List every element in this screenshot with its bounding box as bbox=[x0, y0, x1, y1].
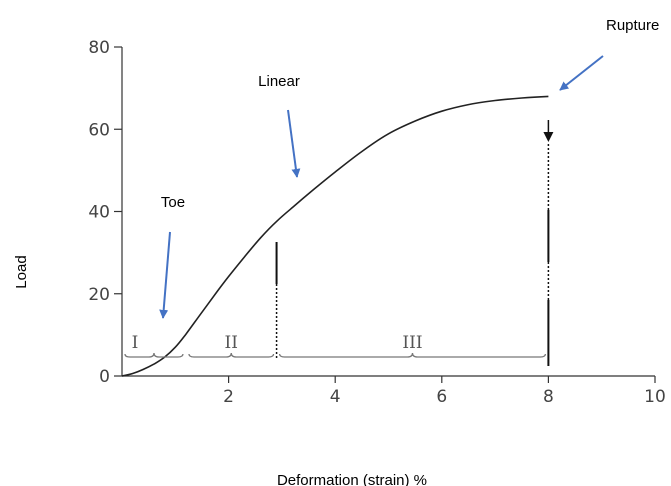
region-label: III bbox=[402, 333, 422, 353]
x-tick-label: 6 bbox=[436, 387, 447, 407]
region-brace bbox=[124, 352, 184, 358]
y-axis-label: Load bbox=[13, 255, 30, 288]
x-tick-label: 4 bbox=[330, 387, 341, 407]
annotation-toe-arrow bbox=[159, 231, 171, 319]
x-tick-label: 2 bbox=[223, 387, 234, 407]
rupture-drop-arrowhead bbox=[543, 132, 554, 142]
region-label: I bbox=[132, 333, 139, 353]
region-brace bbox=[188, 352, 275, 358]
annotation-rupture-arrow bbox=[559, 55, 604, 91]
axes bbox=[114, 46, 656, 383]
region-brace bbox=[278, 352, 547, 358]
x-tick-label: 10 bbox=[644, 387, 666, 407]
annotation-toe-label: Toe bbox=[161, 194, 185, 211]
annotation-linear-arrow bbox=[287, 109, 301, 178]
annotation-rupture-label: Rupture bbox=[606, 17, 659, 34]
load-curve bbox=[121, 95, 549, 377]
chart-texts: 0 20 40 60 80 2 4 6 8 10 Deformation (strain) % Loa… bbox=[13, 17, 666, 486]
chart-marks bbox=[121, 55, 604, 377]
y-tick-label: 0 bbox=[99, 367, 110, 387]
y-tick-label: 80 bbox=[88, 38, 110, 58]
y-tick-label: 20 bbox=[88, 285, 110, 305]
x-axis-label: Deformation (strain) % bbox=[277, 472, 427, 486]
y-tick-label: 60 bbox=[88, 120, 110, 140]
annotation-linear-label: Linear bbox=[258, 73, 300, 90]
region-label: II bbox=[225, 333, 238, 353]
x-tick-label: 8 bbox=[543, 387, 554, 407]
y-tick-label: 40 bbox=[88, 203, 110, 223]
